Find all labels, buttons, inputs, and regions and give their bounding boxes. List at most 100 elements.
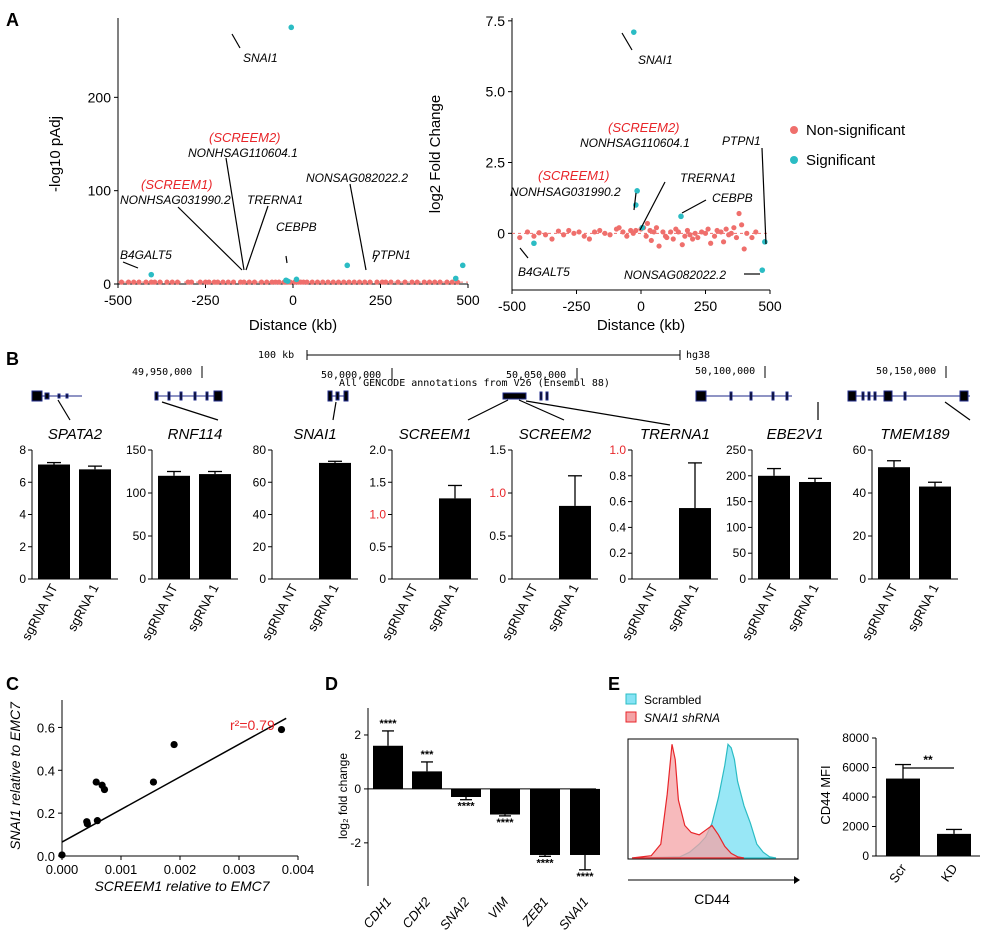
- a2-point-nonsig: [561, 232, 567, 238]
- a2-point-nonsig: [731, 225, 737, 231]
- d-ytick-label: 0: [354, 782, 361, 796]
- legend-nonsig-marker: [790, 126, 798, 134]
- a1-label-screem2: (SCREEM2): [209, 130, 281, 145]
- a1-point-nonsig: [432, 279, 438, 285]
- e2-category-label: KD: [938, 861, 961, 884]
- b-category-label: sgRNA NT: [859, 581, 901, 642]
- b-ytick-label: 0.5: [489, 529, 506, 543]
- b-ytick-label: 60: [253, 475, 267, 489]
- b-category-label: sgRNA NT: [739, 581, 781, 642]
- a2-point-nonsig: [542, 232, 549, 238]
- b-bar: [38, 464, 70, 579]
- b-bar: [439, 498, 471, 579]
- b-category-label: sgRNA 1: [424, 581, 461, 633]
- e2-ytick-label: 8000: [842, 731, 869, 745]
- b-ytick-label: 150: [726, 495, 746, 509]
- e2-bar: [886, 778, 920, 856]
- b-ytick-label: 0: [739, 572, 746, 586]
- c-xtick-label: 0.003: [223, 862, 256, 877]
- a2-point-nonsig: [718, 229, 724, 235]
- a1-point-nonsig: [246, 279, 252, 285]
- a2-point-nonsig: [684, 227, 691, 234]
- a2-xtick-label: 0: [637, 298, 645, 314]
- d-sig-label: ****: [496, 817, 514, 829]
- a1-xlabel: Distance (kb): [249, 317, 337, 334]
- a1-point-nonsig: [374, 279, 380, 285]
- b-bar: [799, 481, 831, 579]
- a2-xlabel: Distance (kb): [597, 317, 685, 334]
- a1-point-nonsig: [388, 279, 394, 285]
- d-ytick-label: -2: [350, 836, 361, 850]
- b-ytick-label: 6: [19, 475, 26, 489]
- a1-point-nonsig: [409, 279, 415, 285]
- b-ytick-label: 0.6: [609, 495, 626, 509]
- a2-point-nonsig: [536, 230, 542, 236]
- a1-point-nonsig: [157, 279, 163, 285]
- d-sig-label: ****: [536, 857, 554, 869]
- b-gene-title: SCREEM2: [519, 426, 592, 443]
- c-xtick-label: 0.000: [46, 862, 79, 877]
- e2-ytick-label: 2000: [842, 820, 869, 834]
- b-ytick-label: 1.0: [609, 443, 626, 457]
- a2-point-nonsig: [739, 222, 745, 228]
- a2-point-sig: [630, 29, 637, 35]
- browser-coord-3: 50,050,000: [506, 370, 566, 381]
- a2-point-nonsig: [656, 243, 662, 249]
- a1-point-nonsig: [320, 279, 326, 285]
- b-category-label: sgRNA NT: [259, 581, 301, 642]
- a2-point-nonsig: [524, 229, 531, 235]
- a2-point-nonsig: [753, 229, 759, 235]
- a1-point-nonsig: [169, 279, 175, 285]
- a1-point-sig: [459, 262, 466, 269]
- a2-ytick-label: 5.0: [486, 84, 506, 100]
- chart-e-mfi: 0 2000 4000 6000 8000 Scr KD ** CD44 MFI: [818, 731, 980, 886]
- a2-point-nonsig: [549, 236, 555, 242]
- b-ytick-label: 40: [253, 508, 267, 522]
- b-ytick-label: 1.5: [369, 475, 386, 489]
- a2-label-nonh110: NONHSAG110604.1: [580, 136, 690, 150]
- a2-point-nonsig: [566, 227, 572, 234]
- a2-point-nonsig: [660, 229, 666, 235]
- b-gene-title: EBE2V1: [767, 426, 824, 443]
- e2-category-label: Scr: [886, 861, 910, 886]
- b-ytick-label: 1.0: [369, 508, 386, 522]
- a2-ytick-label: 2.5: [486, 155, 506, 171]
- a1-point-nonsig: [220, 279, 226, 285]
- a1-point-nonsig: [325, 279, 331, 285]
- b-gene-title: SNAI1: [293, 426, 336, 443]
- panel-label-e: E: [608, 674, 620, 694]
- b-bar: [199, 474, 231, 579]
- c-point: [170, 740, 178, 749]
- legend-sig-marker: [790, 156, 798, 164]
- a2-xtick-label: -500: [498, 298, 526, 314]
- a2-point-nonsig: [736, 210, 742, 217]
- d-bar: [570, 788, 600, 855]
- a1-point-nonsig: [225, 279, 231, 285]
- b-ytick-label: 150: [126, 443, 146, 457]
- a1-point-sig: [452, 275, 459, 282]
- a2-point-sig: [759, 267, 766, 273]
- b-ytick-label: 0.8: [609, 469, 626, 483]
- browser-coord-2: 50,000,000: [321, 370, 381, 381]
- a2-label-cebpb: CEBPB: [712, 191, 753, 205]
- a1-point-nonsig: [330, 279, 336, 285]
- a1-point-nonsig: [449, 279, 455, 285]
- a1-point-nonsig: [426, 279, 433, 285]
- a1-point-nonsig: [314, 279, 321, 285]
- b-gene-title: TMEM189: [880, 426, 950, 443]
- b-ytick-label: 60: [853, 443, 867, 457]
- b-ytick-label: 250: [726, 443, 746, 457]
- a2-ytick-label: 7.5: [486, 13, 506, 29]
- c-xtick-label: 0.004: [282, 862, 315, 877]
- c-xtick-label: 0.002: [164, 862, 197, 877]
- d-ylabel: log₂ fold change: [336, 753, 350, 839]
- a1-ytick-label: 0: [103, 276, 111, 292]
- a1-point-nonsig: [346, 279, 352, 285]
- b-ytick-label: 0: [139, 572, 146, 586]
- a2-point-nonsig: [597, 227, 603, 234]
- a2-point-nonsig: [741, 246, 747, 252]
- chart-c-correlation: 0.0 0.2 0.4 0.6 0.000 0.001 0.002 0.003 0.004 r²…: [7, 700, 314, 894]
- e2-ylabel: CD44 MFI: [818, 765, 833, 824]
- a1-label-cebpb: CEBPB: [276, 220, 317, 234]
- browser-assembly: hg38: [686, 350, 710, 361]
